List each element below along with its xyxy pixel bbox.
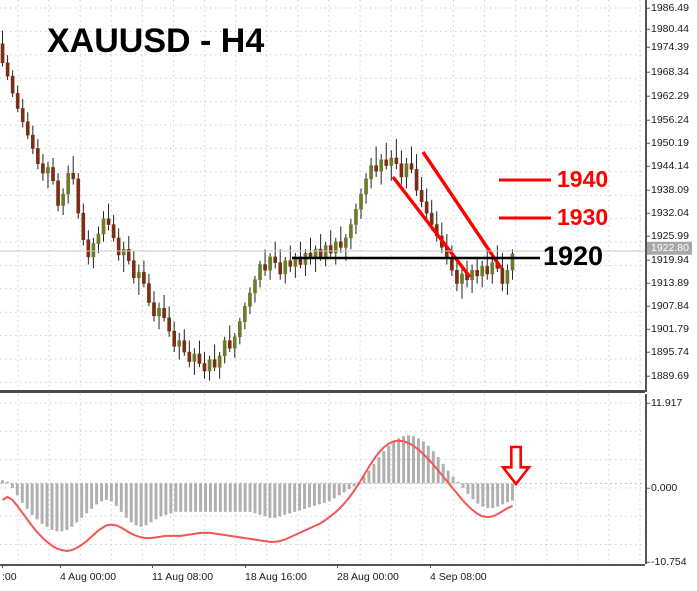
indicator-axis-spine [645,394,647,564]
indicator-tick: 11.917 [647,398,682,409]
indicator-axis: 11.917 0.000 -10.754 [645,394,697,567]
price-tick: 1962.29 [647,91,689,102]
macd-indicator-panel[interactable] [0,394,645,564]
macd-series [0,435,645,552]
price-annotations [0,151,645,279]
price-tick: 1944.14 [647,161,689,172]
price-tick: 1889.69 [647,371,689,382]
current-price-label: 1922.80 [647,241,692,255]
level-1920-label: 1920 [543,241,604,271]
price-tick: 1980.44 [647,24,689,35]
price-tick: 1932.04 [647,208,689,219]
price-panel[interactable] [0,0,645,392]
price-tick: 1901.79 [647,324,689,335]
level-1940-label: 1940 [557,166,609,192]
indicator-annotations [500,445,532,487]
price-axis: 1986.49 1980.44 1974.39 1968.34 1962.29 1956.… [645,0,697,392]
time-tick: 11 Aug 08:00 [152,564,214,583]
price-tick: 1956.24 [647,115,689,126]
time-tick: :00 [2,564,17,583]
indicator-tick: -10.754 [647,557,687,568]
price-axis-spine [645,0,647,392]
candlestick-series [0,30,515,381]
price-tick: 1913.89 [647,278,689,289]
price-tick: 1986.49 [647,3,689,14]
time-tick: 4 Aug 00:00 [60,564,117,583]
time-tick: 28 Aug 00:00 [337,564,399,583]
price-tick: 1938.09 [647,185,689,196]
price-gridlines [0,0,645,392]
time-tick: 4 Sep 08:00 [430,564,487,583]
price-tick: 1907.84 [647,301,689,312]
panel-divider [0,390,645,393]
price-tick: 1974.39 [647,42,689,53]
down-arrow-icon [500,445,532,487]
chart-title: XAUUSD - H4 [47,22,265,60]
time-axis-spine [0,564,645,566]
indicator-tick: 0.000 [647,483,677,494]
price-tick: 1895.74 [647,347,689,358]
price-tick: 1919.94 [647,255,689,266]
time-axis: :00 4 Aug 00:00 11 Aug 08:00 18 Aug 16:00 28… [0,564,697,591]
time-tick: 18 Aug 16:00 [245,564,307,583]
level-1930-label: 1930 [557,204,609,230]
price-tick: 1925.99 [647,231,689,242]
price-tick: 1950.19 [647,138,689,149]
price-tick: 1968.34 [647,67,689,78]
